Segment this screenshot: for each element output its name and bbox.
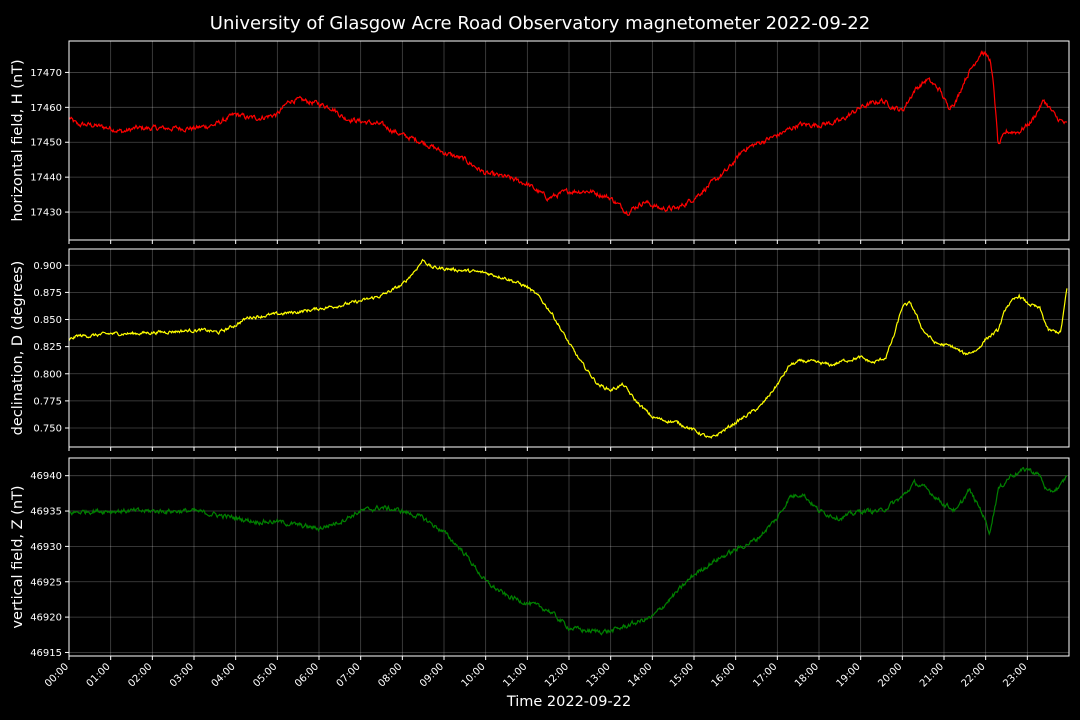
x-tick-label: 04:00 bbox=[210, 661, 238, 689]
panel-2-y-ticks: 0.750 0.775 0.800 0.825 0.850 0.875 0.900 bbox=[33, 261, 69, 435]
y-tick-label: 0.875 bbox=[33, 288, 62, 299]
x-tick-label: 09:00 bbox=[418, 661, 446, 689]
panel-1-y-ticks: 17430 17440 17450 17460 17470 bbox=[30, 68, 69, 219]
x-tick-label: 20:00 bbox=[876, 661, 904, 689]
x-tick-label: 00:00 bbox=[43, 661, 71, 689]
panel-3-grid bbox=[68, 458, 1069, 656]
x-tick-label: 19:00 bbox=[835, 661, 863, 689]
x-tick-label: 03:00 bbox=[168, 661, 196, 689]
x-tick-label: 10:00 bbox=[460, 661, 488, 689]
panel-2-x-ticks bbox=[68, 447, 1028, 451]
y-tick-label: 0.825 bbox=[33, 342, 62, 353]
y-tick-label: 46930 bbox=[30, 542, 62, 553]
x-tick-label: 23:00 bbox=[1001, 661, 1029, 689]
horizontal-field-line bbox=[68, 50, 1068, 216]
y-tick-label: 46925 bbox=[30, 577, 62, 588]
panel-1-ylabel: horizontal field, H (nT) bbox=[10, 59, 26, 221]
panel-1-grid bbox=[68, 41, 1069, 240]
x-tick-label: 18:00 bbox=[793, 661, 821, 689]
x-tick-label: 05:00 bbox=[251, 661, 279, 689]
y-tick-label: 17460 bbox=[30, 103, 62, 114]
x-tick-label: 12:00 bbox=[543, 661, 571, 689]
y-tick-label: 0.800 bbox=[33, 369, 62, 380]
y-tick-label: 46940 bbox=[30, 471, 62, 482]
y-tick-label: 0.775 bbox=[33, 396, 62, 407]
y-tick-label: 17430 bbox=[30, 208, 62, 219]
x-tick-label: 13:00 bbox=[585, 661, 613, 689]
panel-declination: 0.750 0.775 0.800 0.825 0.850 0.875 0.900 decl… bbox=[10, 248, 1070, 451]
panel-3-ylabel: vertical field, Z (nT) bbox=[10, 485, 26, 628]
x-tick-label: 06:00 bbox=[293, 661, 321, 689]
y-tick-label: 46920 bbox=[30, 613, 62, 624]
x-tick-label: 08:00 bbox=[376, 661, 404, 689]
y-tick-label: 0.850 bbox=[33, 315, 62, 326]
declination-line bbox=[68, 258, 1068, 439]
panel-1-x-ticks bbox=[68, 240, 1028, 244]
y-tick-label: 46935 bbox=[30, 507, 62, 518]
panel-2-grid bbox=[68, 249, 1069, 447]
y-tick-label: 17470 bbox=[30, 68, 62, 79]
x-tick-label: 22:00 bbox=[960, 661, 988, 689]
x-tick-label: 02:00 bbox=[126, 661, 154, 689]
panel-3-y-ticks: 46915 46920 46925 46930 46935 46940 bbox=[30, 471, 69, 659]
x-tick-label: 14:00 bbox=[626, 661, 654, 689]
y-tick-label: 17450 bbox=[30, 138, 62, 149]
x-tick-label: 21:00 bbox=[918, 661, 946, 689]
x-axis-label: Time 2022-09-22 bbox=[506, 694, 631, 710]
x-tick-label: 16:00 bbox=[710, 661, 738, 689]
chart-title: University of Glasgow Acre Road Observat… bbox=[210, 13, 870, 34]
x-tick-label: 11:00 bbox=[501, 661, 529, 689]
y-tick-label: 0.750 bbox=[33, 424, 62, 435]
panel-2-ylabel: declination, D (degrees) bbox=[10, 261, 26, 436]
x-tick-label: 01:00 bbox=[85, 661, 113, 689]
x-tick-label: 07:00 bbox=[335, 661, 363, 689]
y-tick-label: 0.900 bbox=[33, 261, 62, 272]
panel-3-x-ticks: 00:00 01:00 02:00 03:00 04:00 05:00 06:00 07:00… bbox=[43, 656, 1029, 690]
panel-vertical-field: 00:00 01:00 02:00 03:00 04:00 05:00 06:00 07:00… bbox=[10, 457, 1070, 690]
x-tick-label: 17:00 bbox=[751, 661, 779, 689]
panel-horizontal-field: 17430 17440 17450 17460 17470 horizontal fie… bbox=[10, 40, 1070, 244]
x-tick-label: 15:00 bbox=[668, 661, 696, 689]
y-tick-label: 17440 bbox=[30, 173, 62, 184]
vertical-field-line bbox=[68, 467, 1068, 636]
y-tick-label: 46915 bbox=[30, 648, 62, 659]
